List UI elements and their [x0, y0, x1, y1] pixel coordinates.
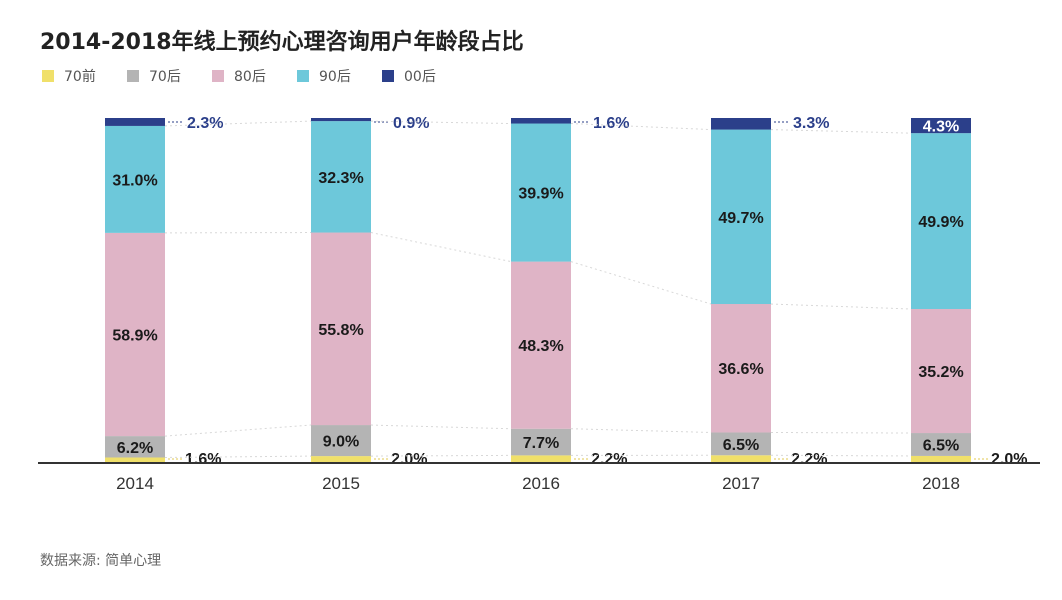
data-label-2015-80s: 55.8%	[318, 322, 363, 339]
bar-2015-00s	[311, 118, 371, 122]
legend-swatch-70s	[127, 70, 139, 82]
bar-2016-70s	[511, 428, 571, 456]
data-label-2014-00s: 2.3%	[187, 115, 223, 132]
data-label-2015-90s: 32.3%	[318, 170, 363, 187]
bar-2015-90s	[311, 121, 371, 233]
data-label-2018-00s: 4.3%	[923, 119, 959, 136]
x-tick-2014: 2014	[116, 474, 154, 493]
connector-2015-70-before	[370, 454, 512, 457]
data-label-2017-70-before: 2.2%	[791, 451, 827, 468]
bar-2014-70s	[105, 436, 165, 458]
legend-label-90s: 90后	[319, 69, 351, 85]
bar-2018-80s	[911, 309, 971, 434]
connector-2017-70-before	[770, 454, 912, 457]
data-label-2016-00s: 1.6%	[593, 115, 629, 132]
legend-item-80s: 80后	[212, 66, 297, 86]
bar-2016-80s	[511, 261, 571, 429]
chart-title: 2014-2018年线上预约心理咨询用户年龄段占比	[40, 30, 524, 55]
data-label-2017-00s: 3.3%	[793, 115, 829, 132]
data-label-2017-90s: 49.7%	[718, 210, 763, 227]
connector-2017-80s	[770, 303, 912, 310]
data-label-2018-80s: 35.2%	[918, 364, 963, 381]
bar-2017-80s	[711, 304, 771, 433]
bar-2018-70s	[911, 433, 971, 456]
data-label-2017-70s: 6.5%	[723, 437, 759, 454]
bar-2014-90s	[105, 125, 165, 233]
x-tick-2018: 2018	[922, 474, 960, 493]
legend-label-70-before: 70前	[64, 69, 96, 85]
x-tick-2016: 2016	[522, 474, 560, 493]
data-label-2015-70s: 9.0%	[323, 434, 359, 451]
connector-2016-70s	[570, 428, 712, 433]
data-label-2017-80s: 36.6%	[718, 361, 763, 378]
bar-2015-70s	[311, 425, 371, 457]
bar-2016-00s	[511, 118, 571, 124]
legend-item-90s: 90后	[297, 66, 382, 86]
bar-2015-70-before	[311, 456, 371, 463]
legend-item-00s: 00后	[382, 66, 467, 86]
legend-label-80s: 80后	[234, 69, 266, 85]
connector-2014-70s	[164, 424, 312, 437]
bar-2014-70-before	[105, 457, 165, 463]
connector-2015-90s	[370, 120, 512, 125]
bar-2017-70-before	[711, 455, 771, 463]
legend-swatch-90s	[297, 70, 309, 82]
data-label-2018-70-before: 2.0%	[991, 451, 1027, 468]
connector-2017-90s	[770, 129, 912, 134]
legend-swatch-70-before	[42, 70, 54, 82]
legend-swatch-00s	[382, 70, 394, 82]
connector-2016-90s	[570, 123, 712, 131]
data-label-2014-90s: 31.0%	[112, 172, 157, 189]
legend-label-70s: 70后	[149, 69, 181, 85]
legend-label-00s: 00后	[404, 69, 436, 85]
bar-2014-80s	[105, 232, 165, 437]
source-note: 数据来源: 简单心理	[40, 553, 162, 569]
data-label-2015-70-before: 2.0%	[391, 451, 427, 468]
connector-2017-70s	[770, 431, 912, 434]
connector-2014-90s	[164, 120, 312, 127]
legend-swatch-80s	[212, 70, 224, 82]
bar-2017-70s	[711, 432, 771, 456]
data-label-2016-90s: 39.9%	[518, 186, 563, 203]
bar-2018-00s	[911, 118, 971, 134]
bar-2015-80s	[311, 232, 371, 426]
bar-2016-70-before	[511, 455, 571, 463]
bar-2018-90s	[911, 133, 971, 310]
data-label-2018-70s: 6.5%	[923, 437, 959, 454]
data-label-2014-70-before: 1.6%	[185, 451, 221, 468]
bar-2017-00s	[711, 118, 771, 130]
connector-2015-70s	[370, 424, 512, 430]
bar-2014-00s	[105, 118, 165, 126]
data-label-2016-70-before: 2.2%	[591, 451, 627, 468]
data-label-2016-80s: 48.3%	[518, 338, 563, 355]
bar-2017-90s	[711, 129, 771, 305]
legend: 70前 70后 80后 90后 00后	[42, 66, 467, 86]
data-label-2015-00s: 0.9%	[393, 115, 429, 132]
connector-2016-80s	[570, 261, 712, 305]
data-label-2016-70s: 7.7%	[523, 435, 559, 452]
data-label-2014-80s: 58.9%	[112, 327, 157, 344]
legend-item-70-before: 70前	[42, 66, 127, 86]
bar-2016-90s	[511, 123, 571, 262]
legend-item-70s: 70后	[127, 66, 212, 86]
bar-2018-70-before	[911, 455, 971, 463]
data-label-2018-90s: 49.9%	[918, 214, 963, 231]
x-tick-2015: 2015	[322, 474, 360, 493]
x-tick-2017: 2017	[722, 474, 760, 493]
connector-2015-80s	[370, 232, 512, 263]
connector-2014-70-before	[164, 455, 312, 458]
data-label-2014-70s: 6.2%	[117, 440, 153, 457]
